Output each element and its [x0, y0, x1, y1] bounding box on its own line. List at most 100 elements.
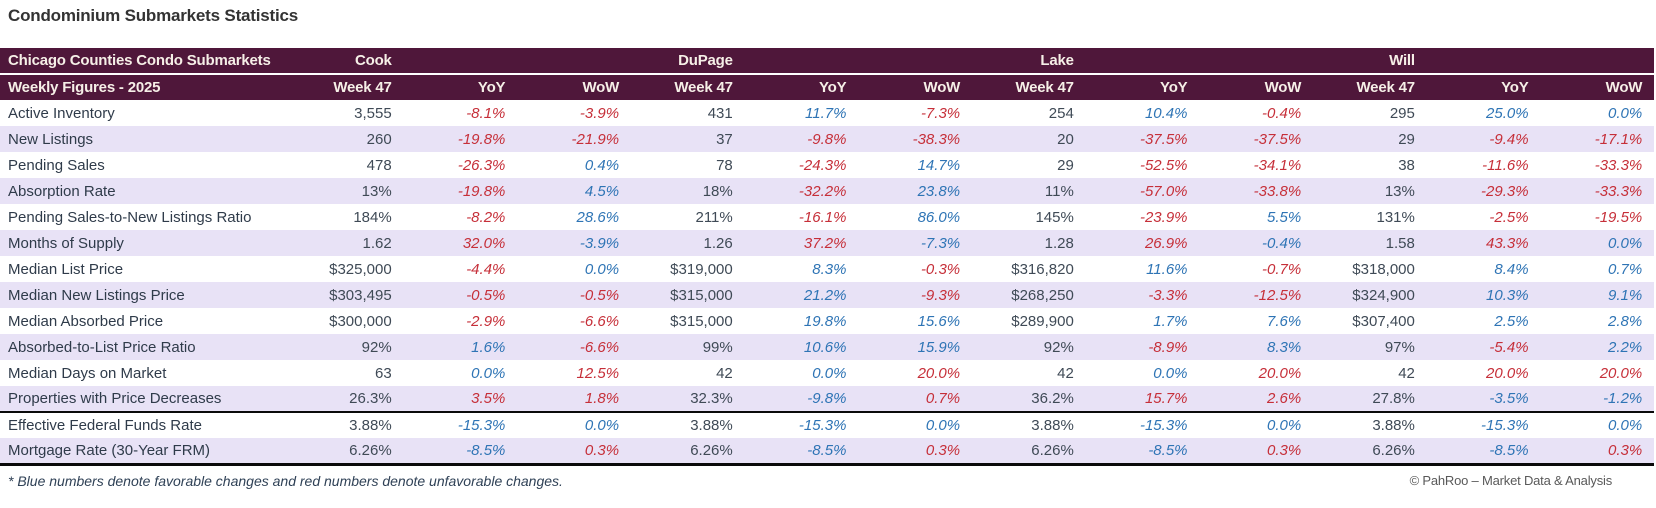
col-header-lake-yoy: YoY	[1085, 74, 1200, 100]
cell-cook-week47: 1.62	[362, 234, 392, 252]
cell-will-yoy: -3.5%	[1426, 386, 1541, 413]
cell-will-week47: 295	[1389, 104, 1415, 122]
county-header-dupage: DuPage	[631, 48, 745, 75]
cell-lake-week47: 11%	[1044, 182, 1074, 200]
cell-lake-week47: 6.26%	[972, 438, 1086, 466]
cell-dupage-week47: 42	[716, 364, 733, 382]
cell-dupage-wow: 86.0%	[917, 208, 961, 226]
cell-lake-wow: 0.3%	[1199, 438, 1314, 466]
cell-cook-wow: 4.5%	[584, 182, 620, 200]
cell-cook-week47: 6.26%	[290, 438, 404, 466]
row-label: Effective Federal Funds Rate	[8, 417, 202, 434]
cell-cook-yoy: 32.0%	[462, 234, 506, 252]
cell-cook-wow: 0.0%	[584, 260, 620, 278]
cell-will-wow: 9.1%	[1608, 286, 1643, 304]
cell-will-week47: 13%	[1384, 182, 1415, 200]
cell-lake-wow: -33.8%	[1253, 182, 1302, 200]
table-row: Active Inventory 3,555 -8.1% -3.9% 431 11.7% -…	[0, 100, 1654, 126]
cell-dupage-wow: 14.7%	[917, 156, 961, 174]
cell-lake-wow: 8.3%	[1266, 338, 1302, 356]
cell-cook-wow: -0.5%	[579, 286, 620, 304]
cell-will-yoy: -29.3%	[1481, 182, 1529, 200]
cell-lake-week47: $289,900	[1011, 312, 1074, 330]
cell-lake-wow: -0.4%	[1262, 104, 1302, 122]
cell-dupage-week47: $319,000	[670, 260, 733, 278]
table-body: Active Inventory 3,555 -8.1% -3.9% 431 11.7% -…	[0, 100, 1655, 466]
cell-cook-wow: -6.6%	[579, 338, 620, 356]
table-header: Chicago Counties Condo Submarkets Cook D…	[0, 48, 1655, 100]
cell-cook-yoy: -19.8%	[457, 130, 506, 148]
cell-will-wow: -33.3%	[1594, 156, 1643, 174]
county-header-spacer	[1540, 48, 1655, 75]
row-label: Pending Sales-to-New Listings Ratio	[8, 208, 252, 226]
cell-will-wow: 20.0%	[1599, 364, 1643, 382]
cell-will-yoy: 43.3%	[1486, 234, 1529, 252]
cell-will-yoy: 10.3%	[1486, 286, 1529, 304]
cell-will-yoy: 20.0%	[1486, 364, 1529, 382]
col-header-lake-week47: Week 47	[972, 74, 1086, 100]
row-label: Median List Price	[8, 260, 124, 278]
table-row: Pending Sales 478 -26.3% 0.4% 78 -24.3% 14.7% 2…	[0, 152, 1654, 178]
county-header-spacer	[1085, 48, 1200, 75]
cell-cook-wow: -3.9%	[579, 234, 620, 252]
cell-lake-wow: 7.6%	[1266, 312, 1302, 330]
period-title-cell: Weekly Figures - 2025	[0, 74, 290, 100]
cell-dupage-week47: 431	[707, 104, 733, 122]
cell-will-yoy: -11.6%	[1482, 156, 1529, 174]
col-header-dupage-wow: WoW	[858, 74, 973, 100]
col-header-dupage-week47: Week 47	[631, 74, 745, 100]
col-header-cook-wow: WoW	[517, 74, 632, 100]
cell-lake-week47: 1.28	[1044, 234, 1074, 252]
cell-will-yoy: -5.4%	[1489, 338, 1529, 356]
cell-lake-yoy: -15.3%	[1139, 417, 1188, 434]
cell-dupage-wow: -38.3%	[912, 130, 961, 148]
cell-dupage-week47: 3.88%	[690, 417, 733, 434]
cell-cook-week47: 3,555	[354, 104, 392, 122]
row-label: Properties with Price Decreases	[0, 386, 290, 413]
col-header-dupage-yoy: YoY	[744, 74, 859, 100]
table-row: Properties with Price Decreases 26.3% 3.5%…	[0, 386, 1655, 413]
table-row: Absorbed-to-List Price Ratio 92% 1.6% -6.6%…	[0, 334, 1655, 360]
cell-will-yoy: 8.4%	[1494, 260, 1529, 278]
cell-cook-wow: 0.3%	[517, 438, 632, 466]
cell-will-wow: -1.2%	[1540, 386, 1655, 413]
cell-will-week47: 42	[1398, 364, 1415, 382]
cell-will-week47: 131%	[1376, 208, 1415, 226]
col-header-will-week47: Week 47	[1313, 74, 1427, 100]
cell-cook-yoy: -0.5%	[466, 286, 506, 304]
cell-will-week47: 3.88%	[1372, 417, 1415, 434]
table-row: Effective Federal Funds Rate 3.88% -15.3% 0…	[0, 412, 1654, 438]
cell-cook-wow: -6.6%	[579, 312, 620, 330]
cell-dupage-week47: 32.3%	[631, 386, 745, 413]
cell-cook-yoy: -8.1%	[466, 104, 506, 122]
cell-will-wow: 0.3%	[1540, 438, 1655, 466]
cell-will-yoy: 2.5%	[1494, 312, 1529, 330]
cell-dupage-yoy: 11.7%	[805, 104, 847, 122]
cell-will-yoy: -8.5%	[1426, 438, 1541, 466]
cell-dupage-wow: 0.0%	[925, 417, 961, 434]
county-header-spacer	[517, 48, 632, 75]
county-header-spacer	[1199, 48, 1314, 75]
row-label: Active Inventory	[8, 104, 115, 122]
cell-dupage-week47: 6.26%	[631, 438, 745, 466]
county-header-will: Will	[1313, 48, 1427, 75]
cell-cook-yoy: -8.2%	[466, 208, 506, 226]
cell-will-week47: 38	[1398, 156, 1415, 174]
cell-dupage-yoy: -9.8%	[807, 130, 847, 148]
cell-lake-yoy: 15.7%	[1085, 386, 1200, 413]
row-label: Pending Sales	[8, 156, 105, 174]
cell-will-yoy: -9.4%	[1489, 130, 1529, 148]
cell-cook-week47: 3.88%	[349, 417, 392, 434]
cell-dupage-wow: -7.3%	[920, 234, 961, 252]
submarkets-table: Chicago Counties Condo Submarkets Cook D…	[0, 48, 1655, 466]
cell-dupage-yoy: 0.0%	[812, 364, 847, 382]
table-row: Median Days on Market 63 0.0% 12.5% 42 0.0% 20…	[0, 360, 1654, 386]
cell-lake-week47: 145%	[1035, 208, 1074, 226]
cell-lake-yoy: 26.9%	[1144, 234, 1188, 252]
cell-dupage-yoy: -16.1%	[798, 208, 847, 226]
cell-will-yoy: -15.3%	[1481, 417, 1529, 434]
cell-lake-yoy: -52.5%	[1139, 156, 1188, 174]
cell-lake-yoy: -3.3%	[1148, 286, 1188, 304]
table-row: Median Absorbed Price $300,000 -2.9% -6.6% $…	[0, 308, 1654, 334]
cell-dupage-wow: 20.0%	[917, 364, 961, 382]
